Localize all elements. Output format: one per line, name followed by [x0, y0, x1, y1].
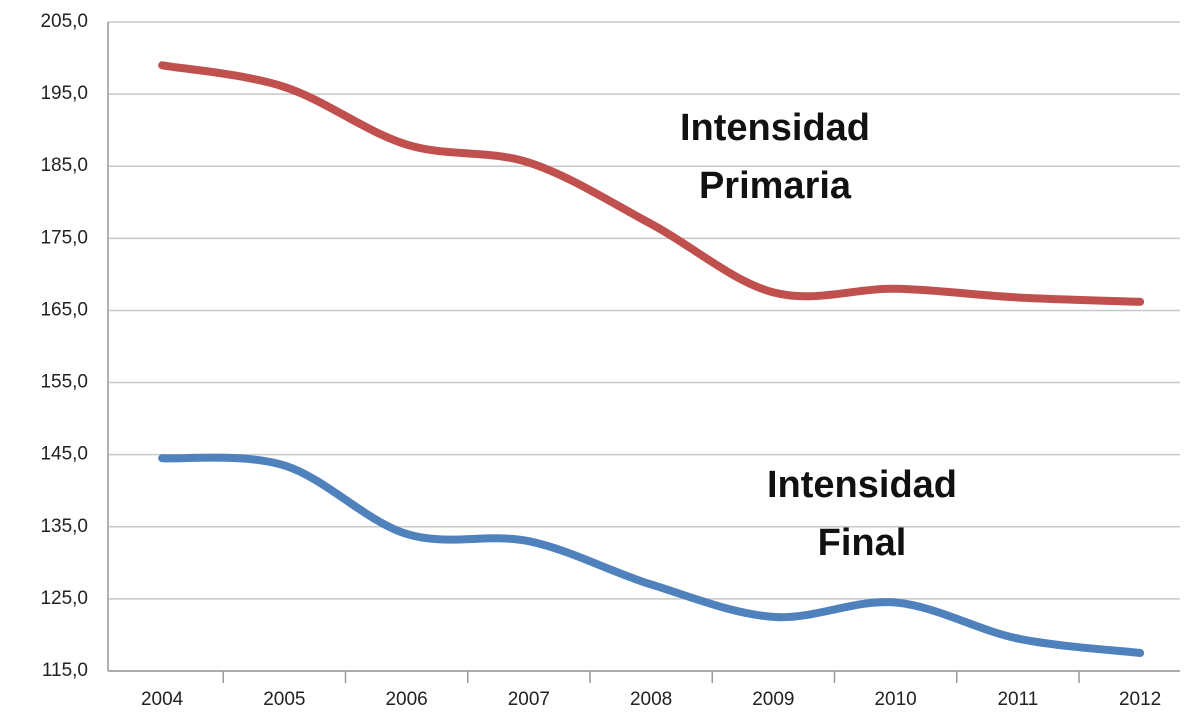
annotation: Intensidad	[767, 464, 957, 506]
series-line	[158, 453, 1145, 657]
x-tick-label: 2011	[997, 689, 1038, 710]
x-tick-label: 2006	[385, 689, 427, 710]
y-tick-label: 145,0	[40, 444, 88, 465]
x-tick-label: 2004	[141, 689, 184, 710]
y-tick-label: 115,0	[42, 660, 88, 681]
x-tick-label: 2010	[874, 689, 916, 710]
x-tick-label: 2009	[752, 689, 794, 710]
y-tick-label: 175,0	[40, 227, 88, 248]
x-tick-label: 2005	[263, 689, 305, 710]
y-tick-label: 195,0	[40, 83, 88, 104]
x-tick-label: 2008	[630, 689, 672, 710]
x-tick-label: 2007	[508, 689, 550, 710]
y-tick-label: 165,0	[40, 299, 88, 320]
series-line	[158, 61, 1145, 306]
x-tick-label: 2012	[1119, 689, 1161, 710]
annotation: Intensidad	[680, 107, 870, 149]
y-tick-label: 135,0	[40, 516, 88, 537]
y-tick-label: 185,0	[40, 155, 88, 176]
annotation: Primaria	[699, 165, 852, 207]
y-tick-label: 205,0	[40, 11, 88, 32]
y-tick-label: 155,0	[40, 372, 88, 393]
annotation: Final	[818, 522, 907, 564]
y-tick-label: 125,0	[40, 588, 88, 609]
